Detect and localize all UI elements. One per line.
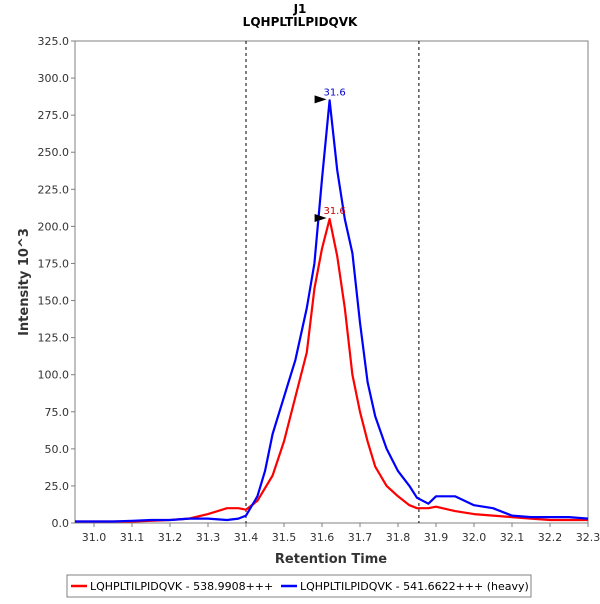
x-axis-title: Retention Time [275,552,387,567]
peak-arrow [314,95,327,104]
legend: LQHPLTILPIDQVK - 538.9908+++ LQHPLTILPID… [66,574,532,598]
y-axis-title: Intensity 10^3 [17,228,32,336]
chart-subtitle: LQHPLTILPIDQVK [243,15,358,29]
y-tick-label: 125.0 [38,332,70,345]
x-tick-label: 31.9 [424,531,449,544]
y-tick-label: 250.0 [38,146,70,159]
x-tick-label: 31.5 [272,531,297,544]
y-tick-label: 50.0 [45,443,70,456]
y-tick-label: 175.0 [38,257,70,270]
series-layer [75,99,589,523]
legend-label-light: LQHPLTILPIDQVK - 538.9908+++ [90,580,273,593]
chart-title: J1 [293,2,307,16]
x-tick-label: 32.1 [500,531,525,544]
peak-boundaries [245,41,420,523]
x-axis: 31.0 31.1 31.2 31.3 31.4 31.5 31.6 31.7 31.8 31.9… [82,523,600,544]
y-tick-label: 225.0 [38,183,70,196]
x-tick-label: 31.1 [120,531,145,544]
x-tick-label: 31.6 [310,531,335,544]
x-tick-label: 31.7 [348,531,373,544]
x-tick-label: 31.2 [158,531,183,544]
series-line-light [75,217,588,523]
y-tick-label: 300.0 [38,72,70,85]
peak-label: 31.6 [323,87,345,98]
y-tick-label: 325.0 [38,35,70,48]
peak-markers: 31.6 31.6 [314,87,346,222]
y-tick-label: 75.0 [45,406,70,419]
y-tick-label: 25.0 [45,480,70,493]
x-tick-label: 31.3 [196,531,221,544]
legend-box [66,574,532,598]
y-tick-label: 0.0 [52,517,70,530]
x-tick-label: 32.3 [576,531,600,544]
y-tick-label: 100.0 [38,369,70,382]
series-line-heavy [75,99,589,523]
y-tick-label: 200.0 [38,220,70,233]
x-tick-label: 32.2 [538,531,563,544]
peak-label: 31.6 [323,206,345,217]
x-tick-label: 31.8 [386,531,411,544]
x-tick-label: 32.0 [462,531,487,544]
y-tick-label: 275.0 [38,109,70,122]
peak-arrow [314,213,327,222]
x-tick-label: 31.4 [234,531,259,544]
x-tick-label: 31.0 [82,531,107,544]
y-tick-label: 150.0 [38,295,70,308]
legend-label-heavy: LQHPLTILPIDQVK - 541.6622+++ (heavy) [300,580,529,593]
y-axis: 0.0 25.0 50.0 75.0 100.0 125.0 150.0 175.0 200.0… [38,35,75,530]
